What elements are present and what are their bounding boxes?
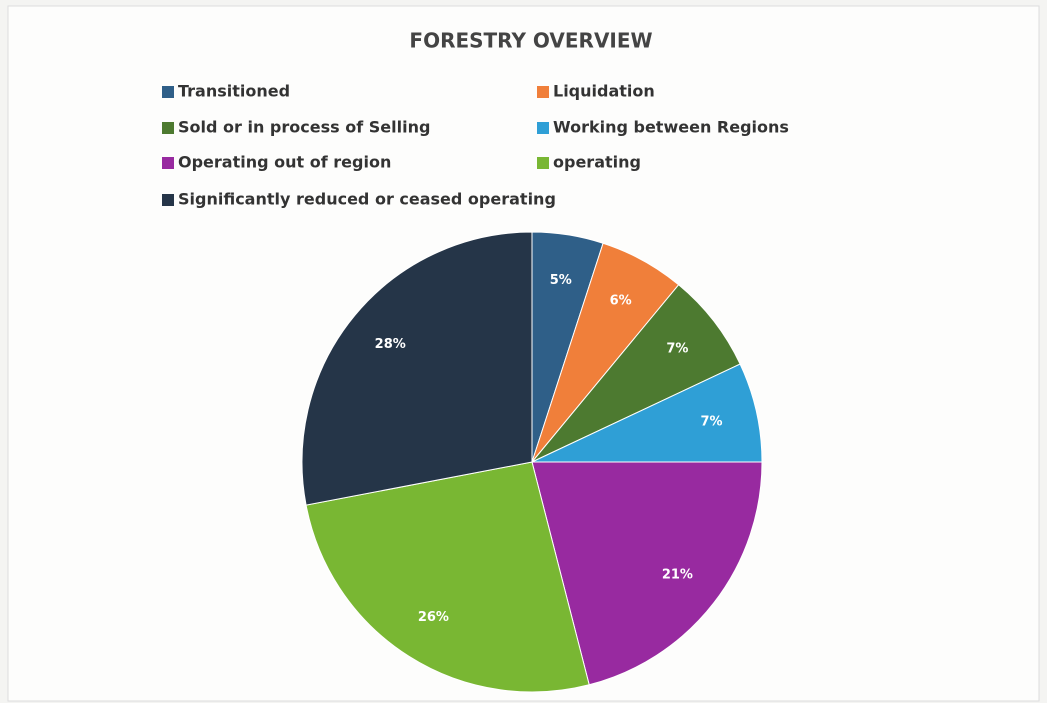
legend-swatch: [162, 122, 174, 134]
legend-swatch: [162, 86, 174, 98]
legend-swatch: [537, 122, 549, 134]
legend-label: Working between Regions: [553, 118, 789, 137]
legend-label: Significantly reduced or ceased operatin…: [178, 190, 556, 209]
legend-swatch: [162, 194, 174, 206]
chart-title: FORESTRY OVERVIEW: [409, 29, 652, 53]
pie-slice: [531, 363, 763, 463]
pie-slice: [301, 231, 533, 506]
legend-label: Transitioned: [178, 82, 290, 101]
pie-slice: [531, 284, 741, 463]
legend-label: Liquidation: [553, 82, 655, 101]
data-label: 21%: [662, 567, 693, 582]
legend-label: Operating out of region: [178, 153, 391, 172]
legend-label: operating: [553, 153, 641, 172]
legend-swatch: [537, 86, 549, 98]
data-label: 7%: [701, 414, 723, 429]
legend-swatch: [537, 157, 549, 169]
pie-slice: [531, 461, 763, 686]
legend-swatch: [162, 157, 174, 169]
data-label: 5%: [550, 273, 572, 288]
pie-slice: [305, 461, 590, 693]
data-label: 26%: [418, 610, 449, 625]
data-label: 7%: [666, 342, 688, 357]
data-label: 28%: [375, 337, 406, 352]
legend-label: Sold or in process of Selling: [178, 118, 430, 137]
data-label: 6%: [610, 293, 632, 308]
